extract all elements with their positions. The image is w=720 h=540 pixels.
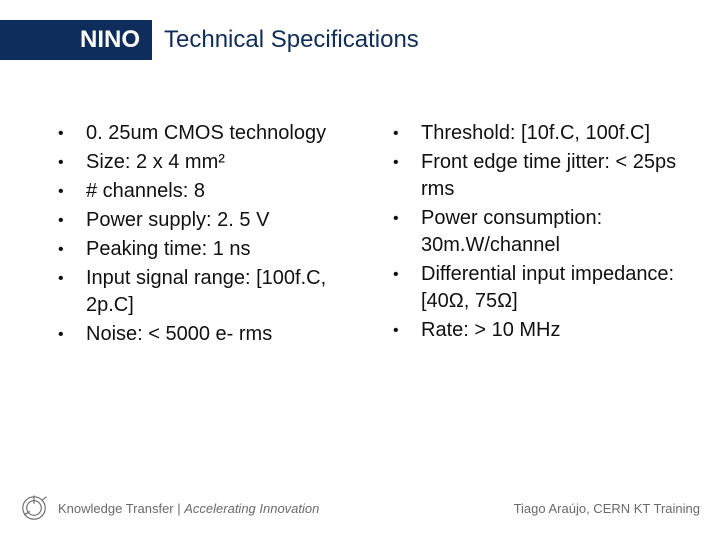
list-item: 0. 25um CMOS technology — [50, 120, 365, 147]
spec-column-right: Threshold: [10f.C, 100f.C] Front edge ti… — [385, 120, 700, 350]
list-item: Differential input impedance: [40Ω, 75Ω] — [385, 261, 700, 315]
cern-logo-icon — [20, 494, 48, 522]
list-item: Peaking time: 1 ns — [50, 236, 365, 263]
list-item: Rate: > 10 MHz — [385, 317, 700, 344]
footer: Knowledge Transfer | Accelerating Innova… — [20, 494, 700, 522]
list-item: Power supply: 2. 5 V — [50, 207, 365, 234]
title-badge: NINO — [0, 20, 152, 60]
footer-right-text: Tiago Araújo, CERN KT Training — [514, 501, 700, 516]
spec-list-right: Threshold: [10f.C, 100f.C] Front edge ti… — [385, 120, 700, 344]
footer-left-italic: Accelerating Innovation — [184, 501, 319, 516]
list-item: Threshold: [10f.C, 100f.C] — [385, 120, 700, 147]
spec-list-left: 0. 25um CMOS technology Size: 2 x 4 mm² … — [50, 120, 365, 348]
footer-left: Knowledge Transfer | Accelerating Innova… — [20, 494, 319, 522]
list-item: Noise: < 5000 e- rms — [50, 321, 365, 348]
spec-columns: 0. 25um CMOS technology Size: 2 x 4 mm² … — [50, 120, 700, 350]
list-item: Size: 2 x 4 mm² — [50, 149, 365, 176]
footer-left-plain: Knowledge Transfer — [58, 501, 177, 516]
list-item: Power consumption: 30m.W/channel — [385, 205, 700, 259]
title-text: Technical Specifications — [164, 26, 419, 54]
footer-left-text: Knowledge Transfer | Accelerating Innova… — [58, 501, 319, 516]
list-item: # channels: 8 — [50, 178, 365, 205]
list-item: Input signal range: [100f.C, 2p.C] — [50, 265, 365, 319]
list-item: Front edge time jitter: < 25ps rms — [385, 149, 700, 203]
title-bar: NINO Technical Specifications — [0, 20, 419, 60]
slide: NINO Technical Specifications 0. 25um CM… — [0, 0, 720, 540]
spec-column-left: 0. 25um CMOS technology Size: 2 x 4 mm² … — [50, 120, 365, 350]
